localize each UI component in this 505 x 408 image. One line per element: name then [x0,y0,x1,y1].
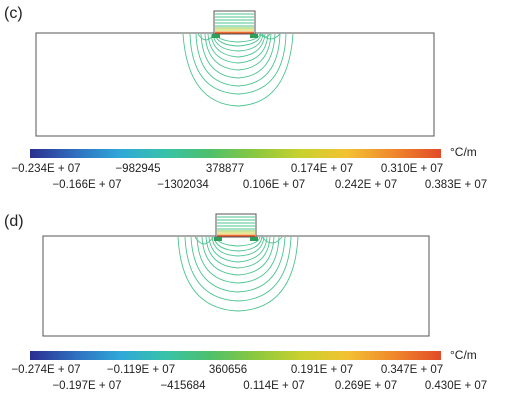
panel-label: (d) [4,213,24,230]
colorbar-tick: −0.274E + 07 [11,364,81,376]
domain-frame [35,32,435,137]
colorbar-tick: −0.197E + 07 [52,380,122,392]
colorbar-tick: 0.383E + 07 [424,179,488,191]
colorbar-tick: 0.191E + 07 [290,364,354,376]
colorbar-tick: 0.174E + 07 [290,163,354,175]
colorbar [30,351,441,360]
colorbar-unit: °C/m [450,348,477,362]
colorbar-tick: 0.106E + 07 [242,179,306,191]
contour-lines [177,236,299,312]
contour-lines [182,33,294,107]
colorbar-tick: 0.269E + 07 [334,380,398,392]
colorbar-tick: −0.166E + 07 [52,179,122,191]
colorbar-unit: °C/m [450,145,477,159]
colorbar-tick: 0.430E + 07 [424,380,488,392]
colorbar-tick: 0.310E + 07 [380,163,444,175]
colorbar-tick: 378877 [205,163,245,175]
colorbar-tick: −1302034 [157,179,209,191]
colorbar-tick: −982945 [115,163,161,175]
colorbar-tick: −415684 [160,380,206,392]
panel-d: (d) [0,205,505,408]
colorbar-tick: 0.242E + 07 [334,179,398,191]
panel-label: (c) [4,5,23,22]
colorbar-tick: −0.234E + 07 [11,163,81,175]
colorbar-tick: 0.347E + 07 [380,364,444,376]
contour-plot [30,213,441,360]
panel-c: (c) [0,0,505,200]
heat-source-block [214,213,258,241]
colorbar-tick: −0.119E + 07 [106,364,176,376]
contour-plot [30,10,441,158]
heat-source-block [212,10,258,38]
colorbar [30,149,441,158]
colorbar-tick: 0.114E + 07 [243,380,305,392]
colorbar-tick: 360656 [208,364,248,376]
